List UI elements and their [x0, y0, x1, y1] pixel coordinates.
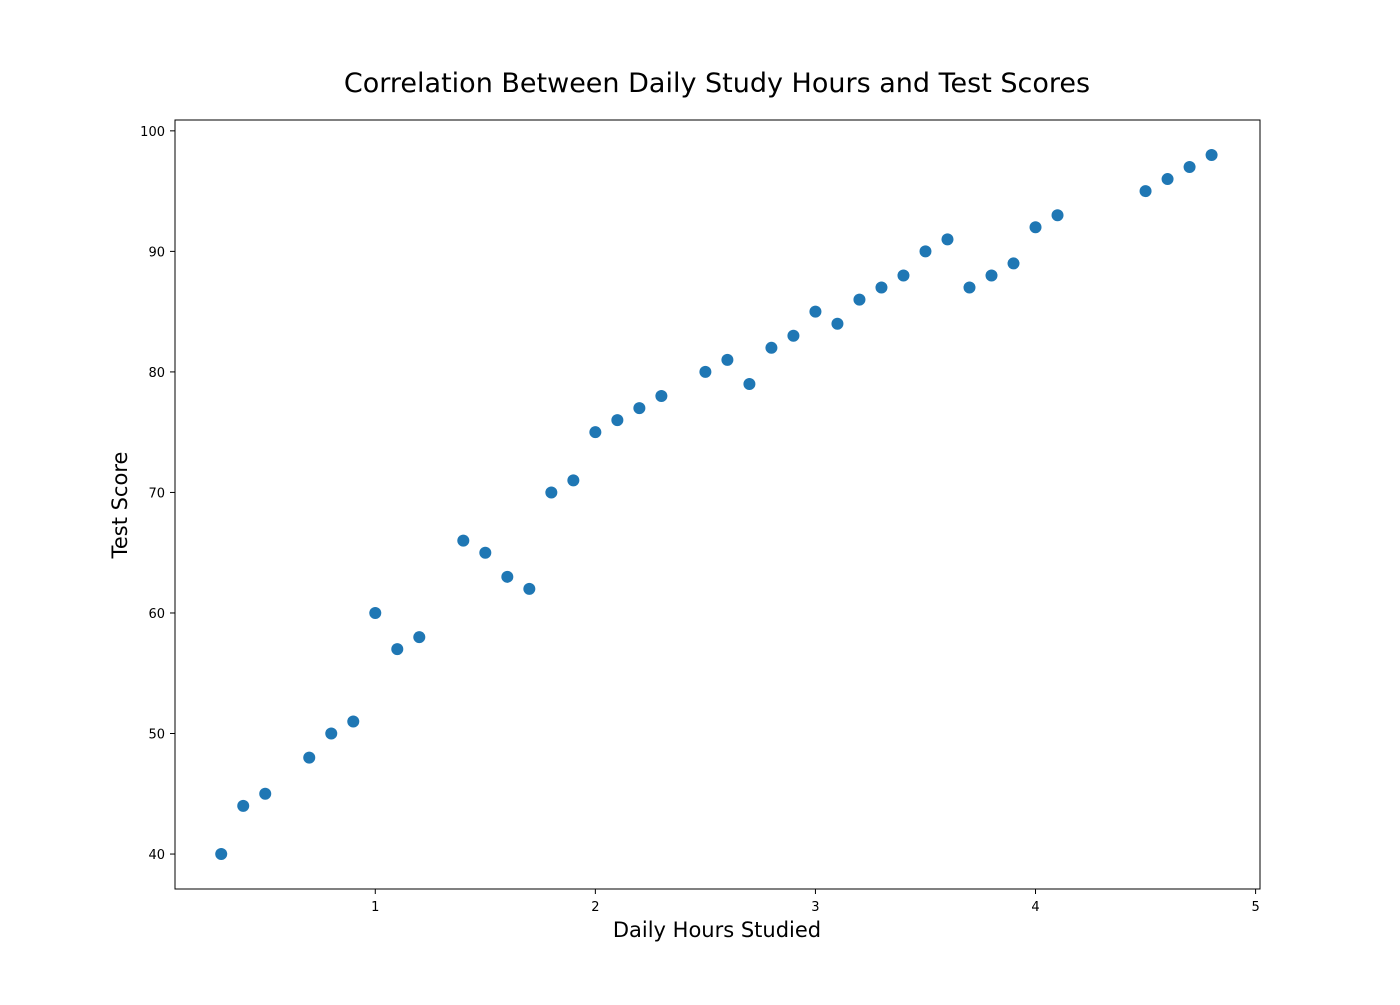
- x-axis-label: Daily Hours Studied: [613, 918, 821, 942]
- data-point: [831, 317, 844, 330]
- x-tick-label: 5: [1251, 900, 1259, 915]
- data-point: [1051, 209, 1064, 222]
- data-point: [941, 233, 954, 246]
- x-tick-label: 3: [811, 900, 819, 915]
- data-point: [391, 643, 404, 656]
- data-point: [325, 727, 338, 740]
- y-tick-label: 100: [140, 125, 165, 140]
- data-point: [919, 245, 932, 258]
- data-point: [589, 426, 602, 439]
- x-tick-label: 2: [591, 900, 599, 915]
- data-point: [985, 269, 998, 282]
- y-tick-label: 50: [148, 728, 165, 743]
- data-point: [633, 402, 646, 415]
- data-point: [1161, 173, 1174, 186]
- y-tick-label: 70: [148, 486, 165, 501]
- data-point: [963, 281, 976, 294]
- x-tick-label: 1: [371, 900, 379, 915]
- data-point: [1205, 148, 1218, 161]
- x-axis-ticks: 1 2 3 4 5: [371, 889, 1260, 915]
- data-point: [479, 546, 492, 559]
- data-point: [1029, 221, 1042, 234]
- data-point: [853, 293, 866, 306]
- data-points: [215, 148, 1218, 861]
- y-tick-label: 60: [148, 607, 165, 622]
- data-point: [897, 269, 910, 282]
- y-tick-label: 40: [148, 848, 165, 863]
- data-point: [215, 848, 228, 861]
- data-point: [259, 787, 272, 800]
- data-point: [1007, 257, 1020, 270]
- y-tick-label: 90: [148, 245, 165, 260]
- data-point: [875, 281, 888, 294]
- data-point: [567, 474, 580, 487]
- data-point: [611, 414, 624, 427]
- data-point: [303, 751, 316, 764]
- data-point: [545, 486, 558, 499]
- data-point: [501, 570, 514, 583]
- y-tick-label: 80: [148, 366, 165, 381]
- data-point: [523, 582, 536, 595]
- data-point: [721, 353, 734, 366]
- data-point: [237, 799, 250, 812]
- data-point: [347, 715, 360, 728]
- y-axis-label: Test Score: [108, 452, 132, 560]
- data-point: [809, 305, 822, 318]
- data-point: [1183, 161, 1196, 174]
- data-point: [413, 631, 426, 644]
- data-point: [457, 534, 470, 547]
- data-point: [699, 365, 712, 378]
- data-point: [1139, 185, 1152, 198]
- data-point: [655, 390, 668, 403]
- data-point: [743, 377, 756, 390]
- y-axis-ticks: 40 50 60 70 80 90 100: [140, 125, 175, 863]
- plot-area-frame: [174, 119, 1261, 890]
- chart-title: Correlation Between Daily Study Hours an…: [344, 68, 1090, 99]
- data-point: [369, 606, 382, 619]
- x-tick-label: 4: [1031, 900, 1039, 915]
- data-point: [765, 341, 778, 354]
- data-point: [787, 329, 800, 342]
